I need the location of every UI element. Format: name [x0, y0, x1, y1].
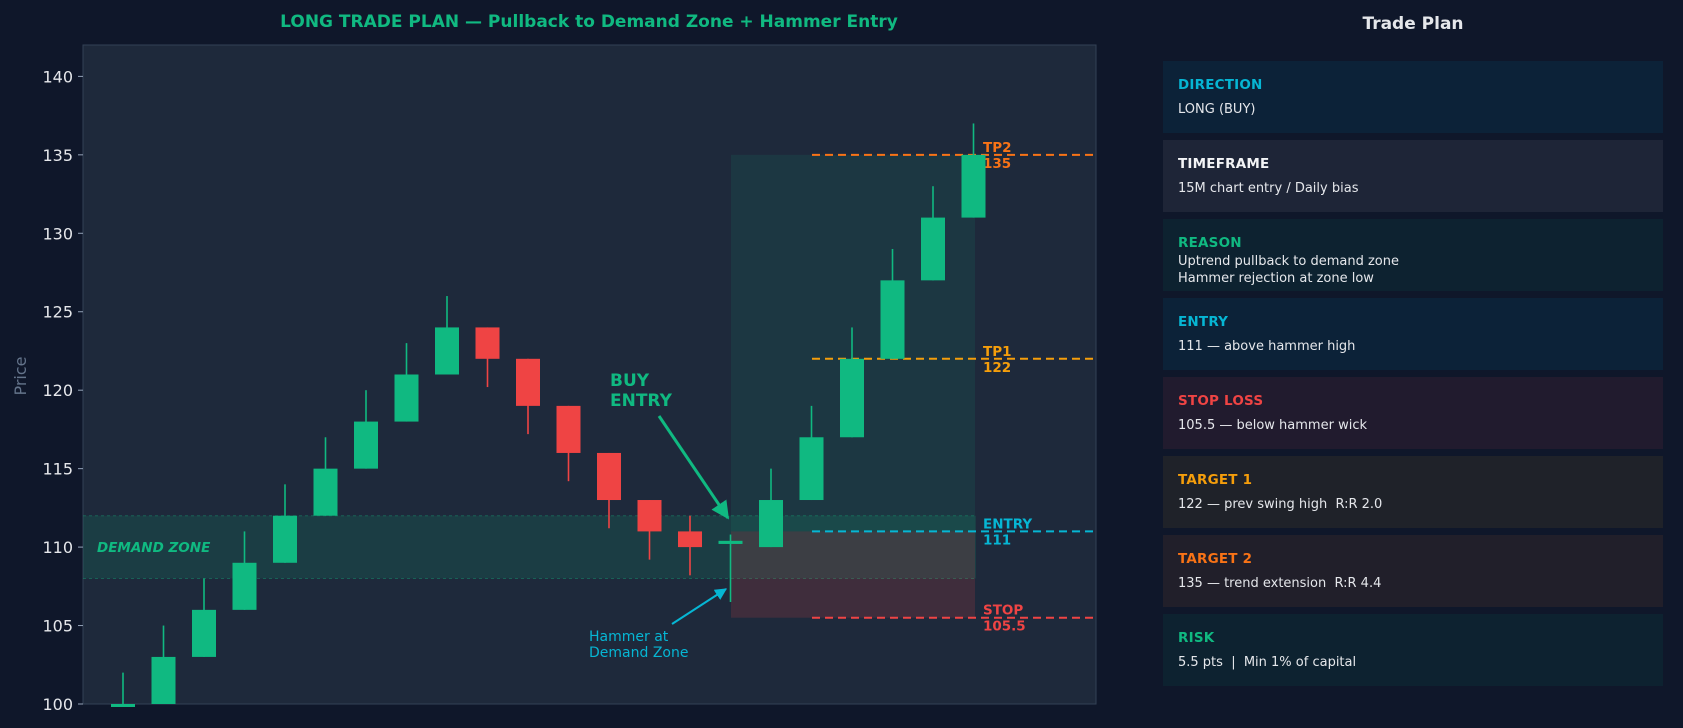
candle-body — [394, 374, 419, 422]
candle-body — [192, 609, 216, 657]
level-value-tp2: 135 — [983, 156, 1011, 172]
candle-body — [313, 468, 338, 516]
candle-body — [718, 540, 743, 544]
hammer-label-line2: Demand Zone — [589, 645, 688, 661]
candle-body — [961, 154, 986, 218]
y-tick-label: 105 — [42, 617, 73, 636]
candle — [354, 390, 378, 469]
trade-plan-card-risk: RISK 5.5 pts | Min 1% of capital — [1163, 614, 1663, 686]
trade-plan-card-entry: ENTRY 111 — above hammer high — [1163, 298, 1663, 370]
card-value: Uptrend pullback to demand zone Hammer r… — [1178, 254, 1399, 286]
y-tick-label: 140 — [42, 67, 73, 86]
trade-plan-card-target-2: TARGET 2 135 — trend extension R:R 4.4 — [1163, 535, 1663, 607]
candle — [718, 534, 743, 603]
trade-plan-card-target-1: TARGET 1 122 — prev swing high R:R 2.0 — [1163, 456, 1663, 528]
card-value: 135 — trend extension R:R 4.4 — [1178, 576, 1382, 591]
y-tick-label: 100 — [42, 695, 73, 714]
demand-zone — [83, 515, 976, 579]
candle-body — [273, 515, 297, 563]
panel-title: Trade Plan — [1362, 14, 1464, 34]
buy-entry-label-line1: BUY — [610, 371, 650, 391]
candle-body — [151, 656, 176, 704]
level-label-tp2: TP2 — [983, 140, 1012, 156]
demand-zone-label: DEMAND ZONE — [97, 540, 211, 556]
candle — [799, 405, 824, 501]
candle — [151, 625, 176, 704]
card-label: ENTRY — [1178, 314, 1229, 330]
trade-plan-card-direction: DIRECTION LONG (BUY) — [1163, 61, 1663, 133]
level-label-stop: STOP — [983, 603, 1023, 619]
card-label: TARGET 2 — [1178, 551, 1253, 567]
candle — [840, 327, 864, 438]
y-tick-label: 135 — [42, 146, 73, 165]
card-value: 111 — above hammer high — [1178, 339, 1356, 354]
candle-body — [678, 531, 702, 548]
card-label: RISK — [1178, 630, 1215, 646]
candle-body — [354, 421, 378, 469]
candle — [435, 296, 459, 375]
buy-entry-arrow — [657, 415, 730, 520]
card-value: 105.5 — below hammer wick — [1178, 418, 1367, 433]
candle-body — [556, 405, 581, 453]
candle — [111, 672, 135, 707]
candle — [880, 248, 905, 359]
candle-body — [232, 562, 257, 610]
level-label-tp1: TP1 — [983, 344, 1012, 360]
candle — [273, 484, 297, 563]
y-axis-label: Price — [11, 356, 30, 395]
card-label: DIRECTION — [1178, 77, 1263, 93]
y-tick-label: 115 — [42, 460, 73, 479]
candle-body — [880, 280, 905, 359]
candle — [394, 343, 419, 422]
y-tick-label: 120 — [42, 381, 73, 400]
candle — [637, 500, 662, 560]
candle — [961, 123, 986, 218]
candle-body — [516, 358, 540, 406]
level-value-tp1: 122 — [983, 360, 1011, 376]
card-value: 5.5 pts | Min 1% of capital — [1178, 655, 1357, 670]
card-label: REASON — [1178, 235, 1242, 251]
card-label: TARGET 1 — [1178, 472, 1253, 488]
card-label: TIMEFRAME — [1178, 156, 1270, 172]
y-tick-label: 110 — [42, 538, 73, 557]
candle — [516, 358, 540, 435]
candle — [597, 452, 621, 529]
candle — [678, 515, 702, 576]
candle — [192, 578, 216, 657]
candle-body — [111, 704, 135, 707]
candle — [232, 531, 257, 610]
card-value: 122 — prev swing high R:R 2.0 — [1178, 497, 1383, 512]
level-label-entry: ENTRY — [983, 516, 1032, 532]
trade-plan-card-timeframe: TIMEFRAME 15M chart entry / Daily bias — [1163, 140, 1663, 212]
candle — [313, 437, 338, 516]
card-value: LONG (BUY) — [1178, 102, 1256, 117]
level-value-stop: 105.5 — [983, 619, 1026, 635]
candle-body — [637, 500, 662, 532]
hammer-arrow — [671, 588, 728, 625]
candle — [556, 405, 581, 482]
candle-body — [799, 437, 824, 501]
card-label: STOP LOSS — [1178, 393, 1264, 409]
level-value-entry: 111 — [983, 532, 1011, 548]
candle — [921, 186, 945, 281]
trade-plan-card-stop-loss: STOP LOSS 105.5 — below hammer wick — [1163, 377, 1663, 449]
candle-body — [435, 327, 459, 375]
hammer-label-line1: Hammer at — [589, 629, 669, 645]
buy-entry-label-line2: ENTRY — [610, 391, 673, 411]
trade-plan-card-reason: REASON Uptrend pullback to demand zone Ha… — [1163, 219, 1663, 291]
candle-body — [475, 327, 500, 359]
card-value: 15M chart entry / Daily bias — [1178, 181, 1359, 196]
candle-body — [921, 217, 945, 281]
candle-body — [597, 452, 621, 501]
reward-zone — [731, 154, 975, 532]
candle-body — [759, 500, 783, 548]
candle-body — [840, 358, 864, 438]
candle — [475, 327, 500, 388]
y-tick-label: 130 — [42, 224, 73, 243]
y-tick-label: 125 — [42, 303, 73, 322]
chart-title: LONG TRADE PLAN — Pullback to Demand Zon… — [280, 12, 898, 32]
candle — [759, 468, 783, 548]
